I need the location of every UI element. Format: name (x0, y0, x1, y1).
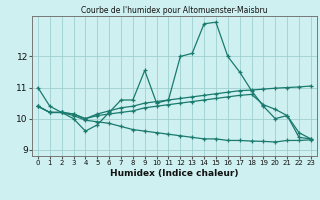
Title: Courbe de l'humidex pour Altomuenster-Maisbru: Courbe de l'humidex pour Altomuenster-Ma… (81, 6, 268, 15)
X-axis label: Humidex (Indice chaleur): Humidex (Indice chaleur) (110, 169, 239, 178)
